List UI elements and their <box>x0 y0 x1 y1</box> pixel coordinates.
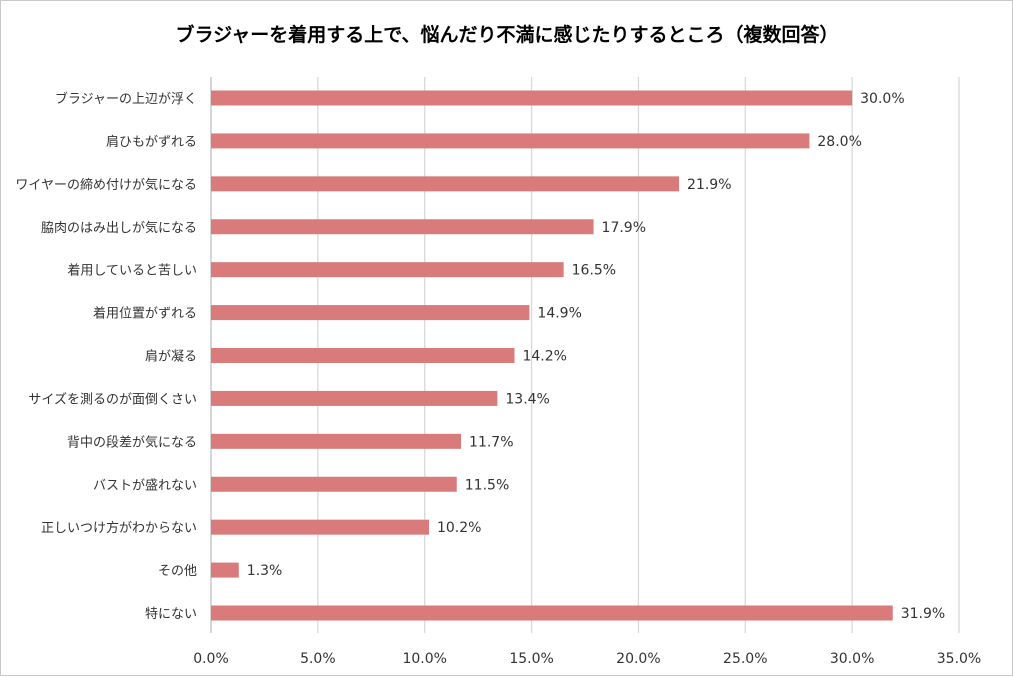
data-label: 28.0% <box>817 134 861 150</box>
x-tick-label: 10.0% <box>402 651 446 667</box>
bar <box>211 133 810 149</box>
x-tick-label: 0.0% <box>193 651 229 667</box>
data-label: 13.4% <box>505 391 549 407</box>
category-label: 肩が凝る <box>145 349 197 365</box>
x-tick-label: 5.0% <box>300 651 336 667</box>
category-label: 正しいつけ方がわからない <box>41 520 197 536</box>
data-label: 11.7% <box>469 434 513 450</box>
x-tick-label: 20.0% <box>616 651 660 667</box>
category-label: その他 <box>158 564 197 579</box>
bar <box>211 433 462 449</box>
category-label: サイズを測るのが面倒くさい <box>28 391 197 407</box>
data-label: 21.9% <box>687 177 731 193</box>
category-label: 肩ひもがずれる <box>106 134 197 150</box>
data-label: 14.9% <box>537 306 581 322</box>
data-label: 10.2% <box>437 520 481 536</box>
x-tick-label: 30.0% <box>830 651 874 667</box>
category-label: 特にない <box>145 607 197 622</box>
category-label: 脇肉のはみ出しが気になる <box>41 220 197 236</box>
bar <box>211 348 515 363</box>
data-label: 14.2% <box>522 349 566 365</box>
x-tick-label: 35.0% <box>937 651 981 667</box>
data-label: 11.5% <box>465 477 509 493</box>
data-label: 31.9% <box>901 606 945 622</box>
bar <box>211 262 564 278</box>
category-label: ブラジャーの上辺が浮く <box>55 91 197 107</box>
data-label: 17.9% <box>602 220 646 236</box>
bar <box>211 519 429 535</box>
chart-title: ブラジャーを着用する上で、悩んだり不満に感じたりするところ（複数回答） <box>176 23 839 46</box>
data-label: 16.5% <box>572 263 616 279</box>
bar <box>211 390 498 406</box>
x-tick-label: 25.0% <box>723 651 767 667</box>
x-axis-ticks: 0.0% 5.0% 10.0% 15.0% 20.0% 25.0% 30.0% 35.0% <box>193 651 981 667</box>
bar <box>211 476 457 492</box>
bars: ブラジャーの上辺が浮く 30.0% 肩ひもがずれる 28.0% ワイヤーの締め付けが気に… <box>15 90 945 622</box>
bar <box>211 562 239 578</box>
bar <box>211 90 853 106</box>
x-tick-label: 15.0% <box>509 651 553 667</box>
category-label: ワイヤーの締め付けが気になる <box>15 177 197 193</box>
bar <box>211 176 680 192</box>
category-label: 背中の段差が気になる <box>67 434 197 450</box>
bar <box>211 219 594 235</box>
category-label: 着用していると苦しい <box>67 263 197 279</box>
bar <box>211 605 893 621</box>
category-label: 着用位置がずれる <box>93 306 197 322</box>
category-label: バストが盛れない <box>93 478 197 493</box>
data-label: 1.3% <box>247 563 283 579</box>
bar <box>211 305 530 321</box>
data-label: 30.0% <box>860 91 904 107</box>
